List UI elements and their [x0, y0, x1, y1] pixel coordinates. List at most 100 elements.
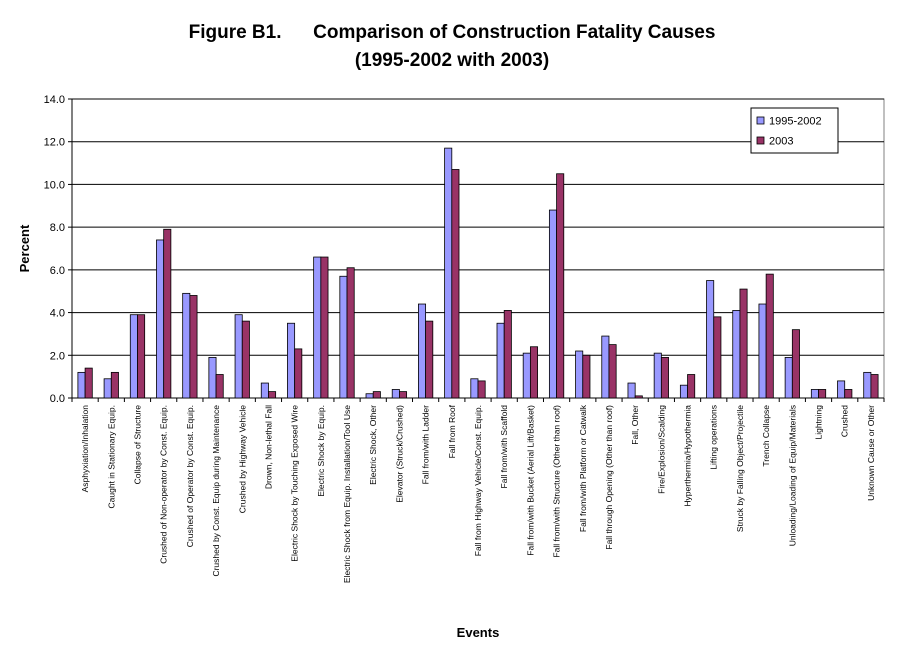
x-tick-label: Drown, Non-lethal Fall	[263, 405, 273, 489]
bar-2003	[582, 354, 591, 399]
bar-1995-2002	[156, 239, 165, 399]
bar-2003	[791, 329, 800, 399]
bar-2003	[608, 344, 617, 399]
x-tick-label: Crushed of Operator by Const. Equip.	[185, 405, 195, 547]
x-tick-label: Fall from Roof	[447, 404, 457, 458]
x-tick-label: Fall from/with Structure (Other than roo…	[552, 405, 562, 558]
x-tick-label: Fall from Highway Vehicle/Const. Equip.	[473, 405, 483, 556]
bar-2003	[241, 320, 250, 399]
x-tick-label: Caught in Stationary Equip.	[106, 405, 116, 508]
bar-2003	[84, 367, 93, 399]
bar-2003	[870, 374, 879, 399]
bar-1995-2002	[129, 314, 138, 399]
legend-label: 1995-2002	[769, 116, 822, 128]
legend-swatch	[756, 116, 765, 125]
bar-1995-2002	[339, 275, 348, 399]
bar-1995-2002	[810, 389, 819, 399]
y-tick-label: 2.0	[50, 350, 65, 362]
bar-2003	[844, 389, 853, 399]
bar-2003	[294, 348, 303, 399]
x-tick-label: Collapse of Structure	[132, 405, 142, 485]
y-tick-label: 6.0	[50, 265, 65, 277]
bar-2003	[477, 380, 486, 399]
x-tick-label: Fall from/with Ladder	[421, 405, 431, 485]
bar-2003	[503, 310, 512, 399]
x-tick-label: Trench Collapse	[761, 405, 771, 467]
bar-2003	[163, 228, 172, 399]
bar-2003	[818, 389, 827, 399]
bar-1995-2002	[627, 382, 636, 399]
bar-1995-2002	[208, 357, 217, 399]
chart-subtitle: (1995-2002 with 2003)	[354, 50, 550, 71]
bar-1995-2002	[313, 256, 322, 399]
bar-2003	[215, 374, 224, 399]
x-tick-label: Fall from/with Scaffold	[499, 405, 509, 489]
bar-2003	[137, 314, 146, 399]
bar-1995-2002	[548, 209, 557, 399]
bar-2003	[425, 320, 434, 399]
x-tick-label: Unloading/Loading of Equip/Materials	[787, 405, 797, 546]
x-tick-label: Fall from/with Bucket (Aerial Lift/Baske…	[525, 405, 535, 556]
bar-2003	[189, 295, 198, 399]
y-tick-label: 12.0	[44, 137, 65, 149]
bar-1995-2002	[653, 352, 662, 399]
bar-2003	[739, 288, 748, 399]
y-tick-label: 10.0	[44, 179, 65, 191]
x-tick-label: Hyperthermia/Hypothermia	[683, 405, 693, 507]
bar-1995-2002	[496, 322, 505, 399]
x-tick-label: Fall through Opening (Other than roof)	[604, 405, 614, 550]
bar-2003	[634, 395, 643, 399]
bar-2003	[660, 357, 669, 399]
bar-1995-2002	[182, 292, 191, 399]
x-tick-label: Electric Shock, Other	[368, 405, 378, 485]
bar-2003	[320, 256, 329, 399]
bar-1995-2002	[679, 384, 688, 399]
x-tick-label: Electric Shock by Touching Exposed Wire	[290, 405, 300, 562]
x-tick-label: Crushed by Highway Vehicle	[237, 405, 247, 513]
bar-2003	[529, 346, 538, 399]
bar-1995-2002	[601, 335, 610, 399]
bar-1995-2002	[365, 393, 374, 399]
bar-2003	[346, 267, 355, 399]
x-tick-label: Fall, Other	[630, 405, 640, 445]
y-tick-label: 4.0	[50, 308, 65, 320]
x-tick-label: Unknown Cause or Other	[866, 405, 876, 501]
bar-1995-2002	[732, 310, 741, 399]
bar-1995-2002	[758, 303, 767, 399]
bar-2003	[372, 391, 381, 399]
legend	[750, 107, 839, 154]
bar-1995-2002	[103, 378, 112, 399]
bar-2003	[687, 374, 696, 399]
x-tick-label: Struck by Falling Object/Projectile	[735, 405, 745, 532]
bar-1995-2002	[522, 352, 531, 399]
bar-2003	[268, 391, 277, 399]
y-tick-label: 14.0	[44, 94, 65, 106]
bar-2003	[765, 273, 774, 399]
bar-1995-2002	[470, 378, 479, 399]
x-tick-label: Fire/Explosion/Scalding	[656, 405, 666, 494]
bar-1995-2002	[444, 147, 453, 399]
bar-2003	[713, 316, 722, 399]
bar-1995-2002	[863, 371, 872, 399]
bar-1995-2002	[784, 357, 793, 399]
x-tick-label: Lightning	[814, 405, 824, 440]
chart-title: Figure B1. Comparison of Construction Fa…	[188, 22, 716, 43]
bar-1995-2002	[287, 322, 296, 399]
x-tick-label: Fall from/with Platform or Catwalk	[578, 404, 588, 532]
bar-1995-2002	[77, 371, 86, 399]
bar-2003	[110, 371, 119, 399]
bar-1995-2002	[260, 382, 269, 399]
bar-1995-2002	[391, 389, 400, 399]
bar-1995-2002	[706, 280, 715, 399]
x-tick-label: Electric Shock by Equip.	[316, 405, 326, 497]
legend-swatch	[756, 136, 765, 145]
bar-2003	[451, 169, 460, 399]
x-tick-label: Electric Shock from Equip. Installation/…	[342, 405, 352, 583]
bar-1995-2002	[837, 380, 846, 399]
x-tick-label: Crushed	[840, 405, 850, 437]
bar-2003	[556, 173, 565, 399]
legend-label: 2003	[769, 136, 793, 148]
x-tick-label: Crushed of Non-operator by Const. Equip.	[159, 405, 169, 564]
